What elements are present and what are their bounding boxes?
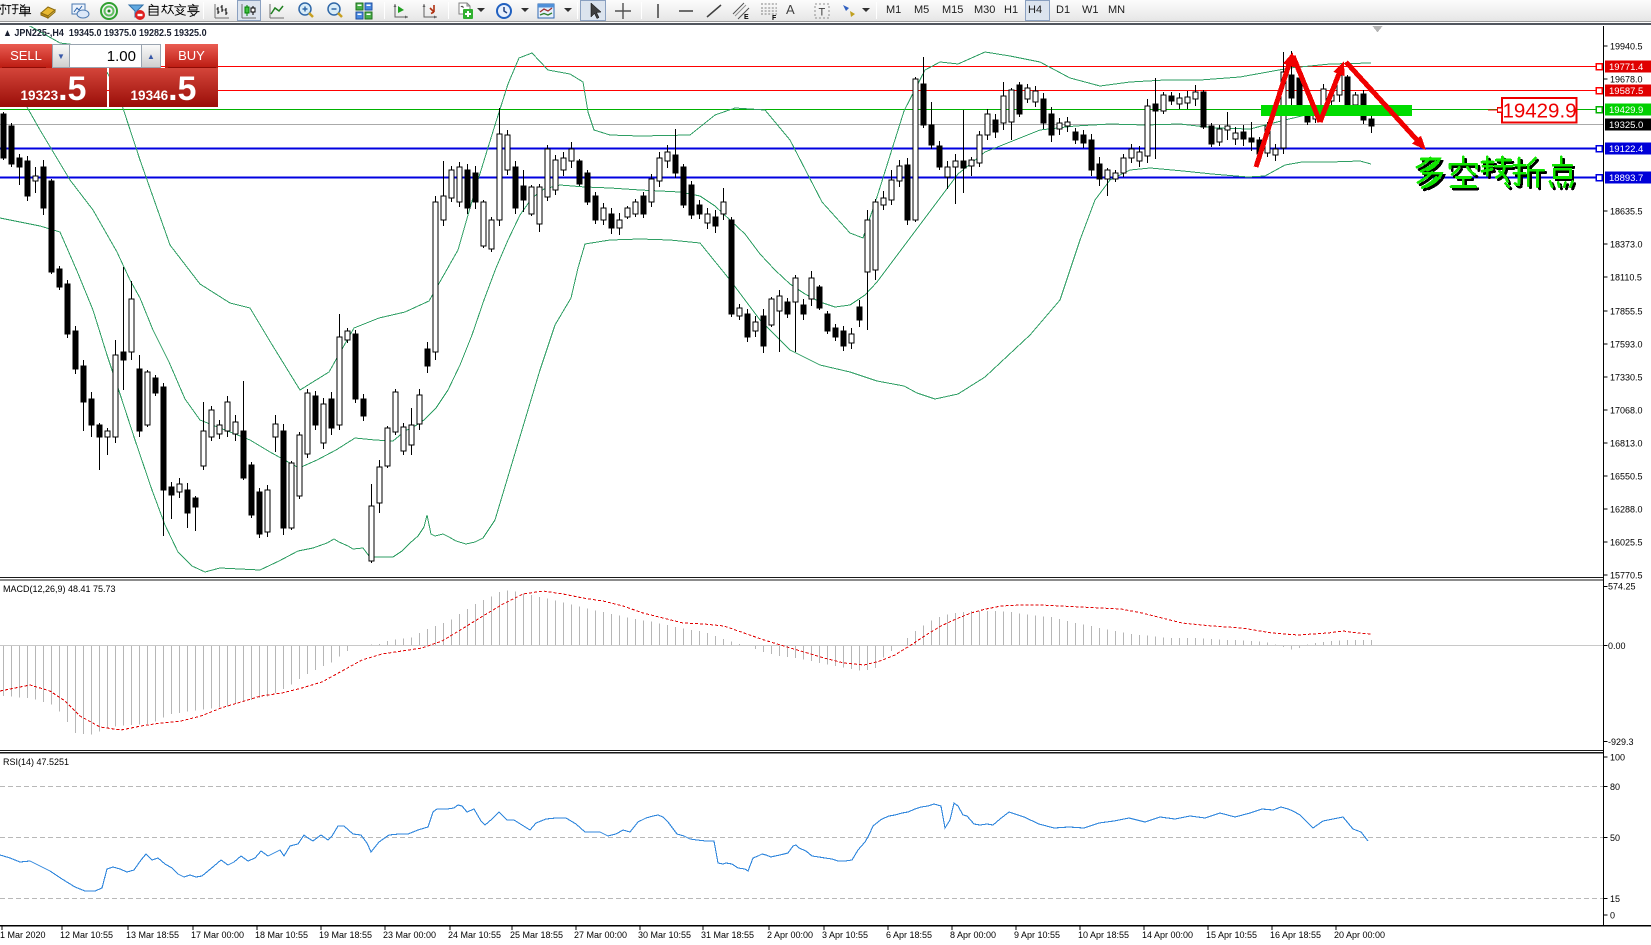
svg-text:0: 0 xyxy=(1610,911,1615,921)
svg-text:19429.9: 19429.9 xyxy=(1609,105,1643,116)
svg-text:2 Apr 00:00: 2 Apr 00:00 xyxy=(767,930,813,940)
svg-text:16288.0: 16288.0 xyxy=(1610,505,1643,515)
svg-text:18893.7: 18893.7 xyxy=(1609,173,1643,184)
svg-text:17330.5: 17330.5 xyxy=(1610,373,1643,383)
svg-text:24 Mar 10:55: 24 Mar 10:55 xyxy=(448,930,501,940)
svg-text:12 Mar 10:55: 12 Mar 10:55 xyxy=(60,930,113,940)
svg-text:31 Mar 18:55: 31 Mar 18:55 xyxy=(701,930,754,940)
svg-text:18 Mar 10:55: 18 Mar 10:55 xyxy=(255,930,308,940)
svg-text:19940.5: 19940.5 xyxy=(1610,42,1643,52)
svg-text:15770.5: 15770.5 xyxy=(1610,571,1643,581)
svg-text:16813.0: 16813.0 xyxy=(1610,439,1643,449)
svg-text:8 Apr 00:00: 8 Apr 00:00 xyxy=(950,930,996,940)
svg-text:RSI(14) 47.5251: RSI(14) 47.5251 xyxy=(3,757,69,767)
svg-text:15 Apr 10:55: 15 Apr 10:55 xyxy=(1206,930,1257,940)
svg-text:15: 15 xyxy=(1610,894,1620,904)
svg-text:14 Apr 00:00: 14 Apr 00:00 xyxy=(1142,930,1193,940)
svg-text:19587.5: 19587.5 xyxy=(1609,86,1643,97)
svg-text:F: F xyxy=(772,15,777,21)
svg-text:6 Apr 18:55: 6 Apr 18:55 xyxy=(886,930,932,940)
svg-text:80: 80 xyxy=(1610,782,1620,792)
svg-text:17855.5: 17855.5 xyxy=(1610,307,1643,317)
svg-text:19771.4: 19771.4 xyxy=(1609,62,1643,73)
svg-text:17 Mar 00:00: 17 Mar 00:00 xyxy=(191,930,244,940)
svg-text:9 Apr 10:55: 9 Apr 10:55 xyxy=(1014,930,1060,940)
svg-text:17068.0: 17068.0 xyxy=(1610,406,1643,416)
svg-text:19122.4: 19122.4 xyxy=(1609,144,1643,155)
svg-text:19325.0: 19325.0 xyxy=(1609,120,1643,131)
svg-text:18110.5: 18110.5 xyxy=(1610,273,1642,283)
svg-text:16025.5: 16025.5 xyxy=(1610,538,1643,548)
svg-text:10 Apr 18:55: 10 Apr 18:55 xyxy=(1078,930,1129,940)
svg-text:3 Apr 10:55: 3 Apr 10:55 xyxy=(822,930,868,940)
svg-text:20 Apr 00:00: 20 Apr 00:00 xyxy=(1334,930,1385,940)
svg-text:30 Mar 10:55: 30 Mar 10:55 xyxy=(638,930,691,940)
svg-text:50: 50 xyxy=(1610,833,1620,843)
svg-text:T: T xyxy=(819,7,826,19)
svg-text:E: E xyxy=(744,14,749,21)
svg-text:19678.0: 19678.0 xyxy=(1610,75,1643,85)
svg-text:16550.5: 16550.5 xyxy=(1610,472,1643,482)
svg-text:13 Mar 18:55: 13 Mar 18:55 xyxy=(126,930,179,940)
svg-text:18635.5: 18635.5 xyxy=(1610,207,1643,217)
svg-text:MACD(12,26,9) 48.41 75.73: MACD(12,26,9) 48.41 75.73 xyxy=(3,584,116,594)
svg-text:17593.0: 17593.0 xyxy=(1610,340,1643,350)
svg-text:18373.0: 18373.0 xyxy=(1610,240,1643,250)
svg-text:1 Mar 2020: 1 Mar 2020 xyxy=(0,930,46,940)
svg-text:25 Mar 18:55: 25 Mar 18:55 xyxy=(510,930,563,940)
svg-text:27 Mar 00:00: 27 Mar 00:00 xyxy=(574,930,627,940)
svg-text:19429.9: 19429.9 xyxy=(1502,100,1576,123)
svg-text:-929.3: -929.3 xyxy=(1608,737,1634,747)
svg-text:574.25: 574.25 xyxy=(1608,582,1636,592)
svg-text:19 Mar 18:55: 19 Mar 18:55 xyxy=(319,930,372,940)
svg-text:23 Mar 00:00: 23 Mar 00:00 xyxy=(383,930,436,940)
svg-text:0.00: 0.00 xyxy=(1608,641,1626,651)
svg-text:100: 100 xyxy=(1610,753,1625,763)
svg-text:16 Apr 18:55: 16 Apr 18:55 xyxy=(1270,930,1321,940)
